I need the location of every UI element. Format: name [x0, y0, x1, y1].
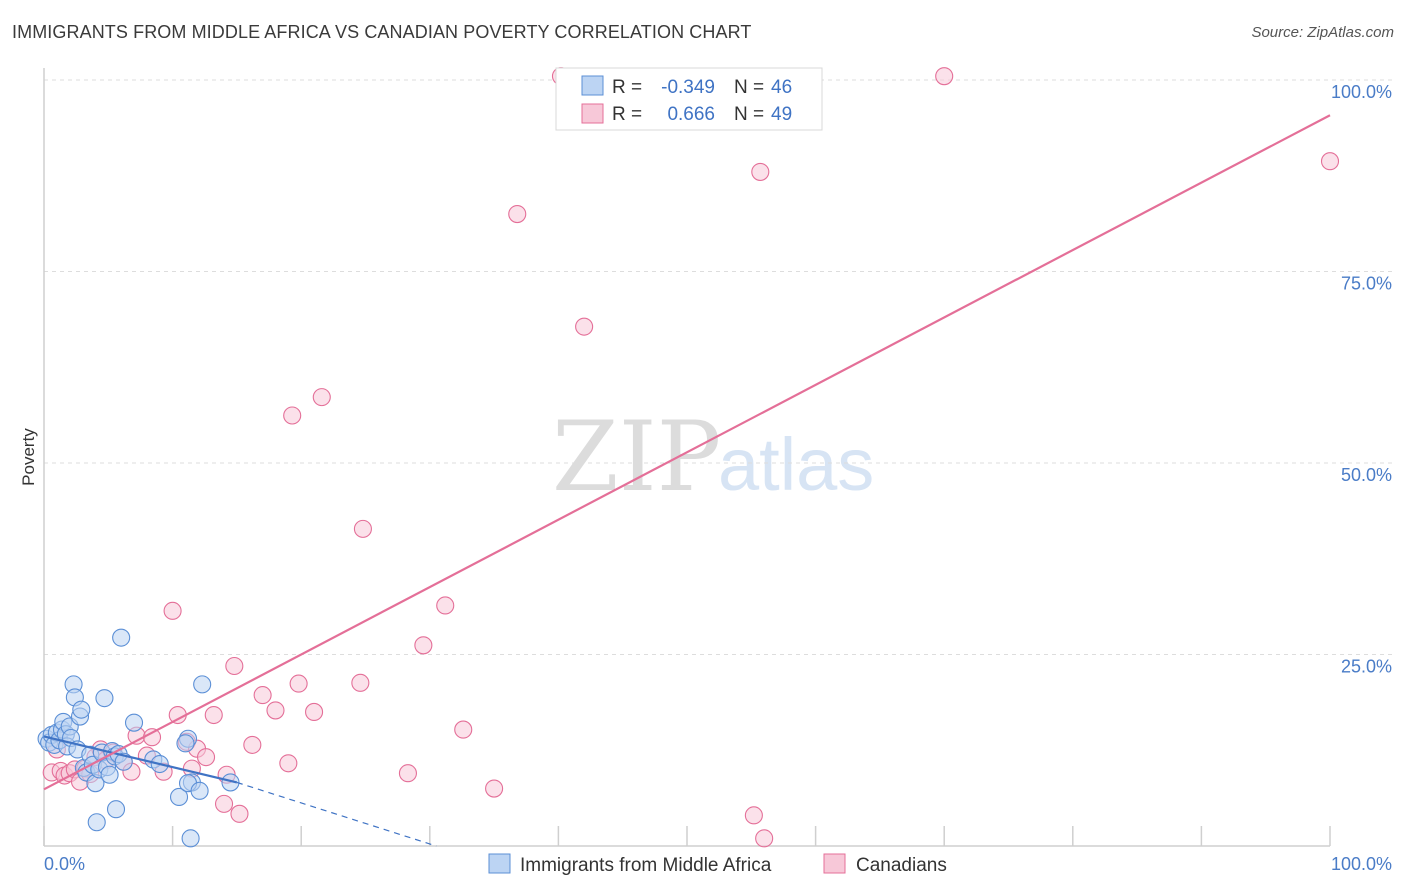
stats-n-value-pink: 49	[771, 104, 792, 125]
legend-label-canadians: Canadians	[856, 855, 947, 876]
canadians-point-35	[289, 674, 308, 693]
stats-legend-swatch-blue	[581, 75, 604, 96]
middle-africa-trend-line	[43, 735, 238, 784]
y-tick-label-3: 100.0%	[1331, 82, 1392, 102]
canadians-point-32	[266, 701, 285, 720]
middle-africa-point-45	[221, 773, 240, 792]
middle-africa-point-34	[124, 713, 144, 732]
canadians-point-47	[575, 317, 594, 336]
y-tick-label-2: 75.0%	[1341, 274, 1392, 294]
y-tick-labels: 25.0% 50.0% 75.0% 100.0%	[1331, 82, 1392, 677]
stats-legend: R = -0.349 N = 46 R = 0.666 N = 49	[555, 67, 823, 131]
middle-africa-point-25	[95, 689, 114, 708]
canadians-point-44	[485, 779, 504, 798]
canadians-point-24	[196, 748, 216, 767]
middle-africa-point-43	[190, 781, 209, 800]
canadians-point-33	[283, 406, 302, 425]
middle-africa-point-32	[112, 628, 131, 647]
x-tick-label-min: 0.0%	[44, 854, 85, 874]
canadians-point-36	[305, 702, 324, 722]
stats-n-label-pink: N =	[734, 104, 764, 125]
stats-r-value-blue: -0.349	[661, 77, 715, 98]
legend-label-middle-africa: Immigrants from Middle Africa	[520, 855, 772, 876]
source-label: Source: ZipAtlas.com	[1251, 24, 1394, 41]
series-legend: Immigrants from Middle Africa Canadians	[488, 853, 947, 876]
canadians-point-40	[398, 764, 417, 783]
stats-r-label-pink: R =	[612, 104, 642, 125]
middle-africa-point-30	[106, 800, 126, 819]
stats-r-label-blue: R =	[612, 77, 642, 98]
grid-lines	[44, 79, 1392, 655]
canadians-point-45	[508, 205, 527, 224]
middle-africa-point-27	[100, 765, 119, 784]
legend-swatch-middle-africa	[488, 853, 511, 874]
middle-africa-point-16	[72, 700, 91, 719]
legend-swatch-canadians	[823, 853, 846, 874]
x-tick-marks	[43, 826, 1331, 846]
canadians-point-17	[142, 728, 162, 747]
canadians-point-39	[353, 519, 372, 538]
middle-africa-point-42	[181, 829, 200, 848]
trend-lines	[43, 114, 1331, 847]
canadians-point-30	[243, 735, 262, 754]
canadians-point-43	[454, 720, 473, 739]
canadians-point-31	[253, 686, 272, 705]
canadians-point-49	[751, 162, 770, 181]
chart-title: IMMIGRANTS FROM MIDDLE AFRICA VS CANADIA…	[12, 22, 752, 42]
watermark-atlas: atlas	[718, 423, 874, 506]
middle-africa-point-44	[193, 675, 212, 694]
canadians-point-28	[225, 656, 244, 676]
canadians-point-29	[230, 804, 249, 823]
watermark-zip: ZIP	[552, 401, 721, 513]
middle-africa-point-22	[87, 813, 106, 832]
stats-n-value-blue: 46	[771, 77, 792, 98]
middle-africa-point-37	[169, 787, 189, 807]
canadians-trend-line	[43, 114, 1331, 791]
canadians-point-25	[204, 705, 223, 725]
canadians-point-48	[744, 806, 763, 825]
middle-africa-point-40	[176, 734, 195, 753]
canadians-point-42	[436, 596, 455, 615]
y-tick-label-1: 50.0%	[1341, 465, 1392, 485]
middle-africa-trend-extension	[236, 781, 437, 847]
canadians-point-50	[755, 829, 774, 848]
y-axis-title: Poverty	[19, 428, 38, 486]
x-tick-label-max: 100.0%	[1331, 854, 1392, 874]
canadians-point-51	[935, 67, 954, 86]
y-tick-label-0: 25.0%	[1341, 657, 1392, 677]
canadians-point-52	[1320, 152, 1340, 171]
canadians-point-19	[163, 601, 182, 620]
canadians-point-38	[351, 673, 370, 692]
canadians-point-34	[279, 754, 298, 773]
stats-n-label-blue: N =	[734, 77, 764, 98]
canadians-point-41	[414, 636, 433, 655]
stats-legend-swatch-pink	[581, 103, 604, 124]
canadians-point-26	[214, 794, 234, 813]
stats-r-value-pink: 0.666	[667, 104, 715, 125]
canadians-point-37	[312, 388, 331, 407]
